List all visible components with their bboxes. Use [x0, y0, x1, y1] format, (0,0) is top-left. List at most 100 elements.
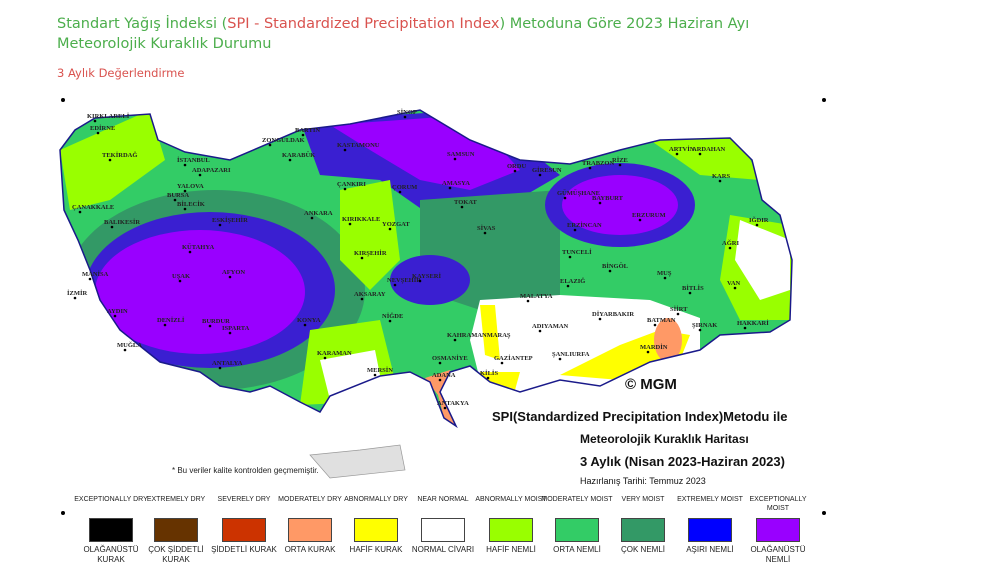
city-marker [618, 163, 622, 167]
region-artvin-abnormally-moist [650, 138, 760, 180]
city-marker [608, 269, 612, 273]
city-marker [93, 119, 97, 123]
region-maras-abnormally-dry [480, 305, 500, 360]
legend-label-en: ABNORMALLY DRY [344, 496, 408, 503]
legend-label-en: SEVERELY DRY [217, 496, 271, 503]
region-van-near-normal [735, 220, 790, 300]
city-label: KÜTAHYA [182, 244, 214, 251]
city-label: TEKİRDAĞ [102, 151, 137, 159]
city-label: KIRKLARELİ [87, 113, 130, 120]
legend-item: EXCEPTIONALLY DRY OLAĞANÜSTÜ KURAK [71, 495, 151, 565]
city-marker [418, 279, 422, 283]
city-label: ORDU [507, 163, 526, 170]
legend-label-en: MODERATELY DRY [278, 496, 342, 503]
city-marker [538, 329, 542, 333]
legend-label-tr: OLAĞANÜSTÜ KURAK [83, 545, 139, 564]
legend-swatch [354, 518, 398, 542]
city-marker [403, 115, 407, 119]
city-label: ÇANKIRI [337, 181, 366, 188]
legend-label-tr: ORTA KURAK [284, 545, 336, 554]
city-label: NİĞDE [382, 312, 403, 320]
region-west-exceptionally-moist [95, 230, 305, 354]
region-thrace-abnormally-moist [60, 110, 165, 210]
city-label: SİVAS [477, 225, 496, 232]
city-marker [73, 296, 77, 300]
map-caption-line1: SPI(Standardized Precipitation Index)Met… [492, 409, 788, 424]
city-label: KARS [712, 173, 730, 180]
city-marker [500, 361, 504, 365]
city-marker [448, 186, 452, 190]
quality-note: * Bu veriler kalite kontrolden geçmemişt… [172, 466, 319, 475]
city-marker [483, 231, 487, 235]
legend-item: ABNORMALLY DRY HAFİF KURAK [336, 495, 416, 555]
legend-item: NEAR NORMAL NORMAL CİVARI [403, 495, 483, 555]
city-label: HAKKARİ [737, 320, 769, 327]
city-label: EDİRNE [90, 125, 115, 132]
legend-swatch [555, 518, 599, 542]
city-label: AĞRI [722, 239, 739, 247]
legend-swatch [489, 518, 533, 542]
city-label: ERZURUM [632, 212, 666, 219]
legend-label-tr: AŞIRI NEMLİ [686, 545, 734, 554]
city-label: BATMAN [647, 317, 676, 324]
corner-dot [61, 98, 65, 102]
city-label: MUĞLA [117, 341, 142, 349]
city-label: BAYBURT [592, 195, 624, 202]
city-marker [163, 323, 167, 327]
city-marker [218, 366, 222, 370]
legend-label-tr: HAFİF NEMLİ [486, 545, 536, 554]
city-label: KAYSERİ [412, 273, 441, 280]
city-marker [110, 225, 114, 229]
region-ne-exceptionally-moist [562, 175, 678, 235]
title-text-end: ) Metoduna Göre 2023 Haziran Ayı Meteoro… [57, 16, 750, 52]
city-label: AKSARAY [354, 291, 386, 298]
city-label: ÇANAKKALE [72, 204, 114, 211]
city-marker [653, 323, 657, 327]
cyprus-outline [309, 444, 406, 479]
legend-label-en: EXCEPTIONALLY DRY [74, 496, 148, 503]
legend-label-en: VERY MOIST [621, 496, 665, 503]
city-label: BİTLİS [682, 285, 704, 292]
city-label: ANTAKYA [437, 400, 469, 407]
city-label: TRABZON [582, 160, 614, 167]
page-title: Standart Yağış İndeksi (SPI - Standardiz… [57, 14, 827, 54]
city-label: YOZGAT [382, 221, 410, 228]
legend-label-en: ABNORMALLY MOIST [475, 496, 547, 503]
city-marker [388, 227, 392, 231]
city-marker [538, 173, 542, 177]
city-marker [183, 207, 187, 211]
city-label: ARDAHAN [692, 146, 726, 153]
region-southeast-near-normal [470, 295, 700, 395]
city-marker [96, 131, 100, 135]
prepared-date: Hazırlanış Tarihi: Temmuz 2023 [580, 476, 706, 486]
city-label: ISPARTA [222, 325, 250, 332]
legend-label-tr: ŞİDDETLİ KURAK [211, 545, 277, 554]
city-label: BİLECİK [177, 201, 205, 208]
city-marker [303, 323, 307, 327]
city-marker [598, 317, 602, 321]
city-labels: KIRKLARELİ EDİRNE TEKİRDAĞ İSTANBUL BARTIN ZO… [67, 109, 769, 410]
city-label: GÜMÜŞHANE [557, 190, 600, 197]
city-marker [178, 279, 182, 283]
city-marker [393, 283, 397, 287]
city-marker [598, 201, 602, 205]
city-marker [755, 223, 759, 227]
city-label: İSTANBUL [177, 157, 210, 164]
city-marker [268, 143, 272, 147]
legend-swatch [89, 518, 133, 542]
legend-swatch [421, 518, 465, 542]
legend-label-tr: OLAĞANÜSTÜ NEMLİ [750, 545, 806, 564]
city-label: MARDİN [640, 344, 668, 351]
city-marker [573, 228, 577, 232]
legend-swatch [756, 518, 800, 542]
city-label: KARABÜK [282, 152, 315, 159]
legend-item: VERY MOIST ÇOK NEMLİ [603, 495, 683, 555]
city-marker [443, 406, 447, 410]
city-marker [513, 169, 517, 173]
legend-label-tr: NORMAL CİVARI [411, 545, 475, 554]
city-marker [360, 256, 364, 260]
corner-dot [822, 511, 826, 515]
city-marker [183, 189, 187, 193]
city-label: DİYARBAKIR [592, 311, 634, 318]
city-marker [343, 187, 347, 191]
